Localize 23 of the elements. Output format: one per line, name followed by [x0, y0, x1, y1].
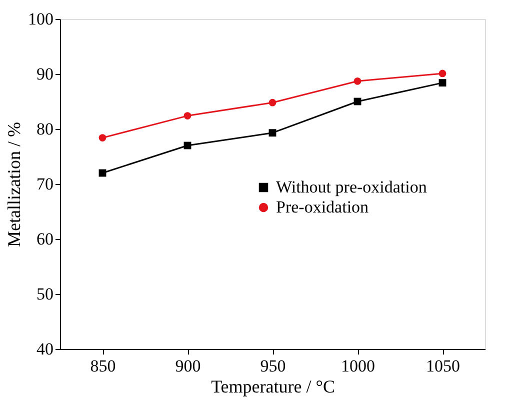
x-tick-label: 850	[90, 356, 116, 376]
y-tick-label: 80	[36, 120, 54, 138]
point	[438, 79, 446, 87]
x-tick-label: 900	[175, 356, 201, 376]
y-axis-title: Metallization / %	[4, 122, 24, 247]
y-tick-label: 60	[36, 230, 54, 248]
y-tick-label: 90	[36, 64, 54, 84]
point	[438, 70, 446, 78]
y-tick-label: 70	[36, 174, 54, 194]
point	[98, 134, 106, 142]
y-tick-label: 50	[36, 284, 54, 304]
point	[268, 129, 276, 137]
x-tick-label: 950	[260, 356, 286, 376]
legend-label: Without pre-oxidation	[276, 178, 428, 196]
legend-label: Pre-oxidation	[276, 198, 370, 216]
x-tick-label: 1000	[341, 356, 375, 376]
point	[184, 112, 192, 120]
y-tick-label: 40	[36, 340, 54, 358]
x-tick-label: 1050	[426, 356, 460, 376]
point	[354, 77, 362, 85]
point	[268, 98, 276, 106]
x-axis-title: Temperature / °C	[211, 376, 335, 396]
y-tick-label: 100	[28, 10, 54, 28]
